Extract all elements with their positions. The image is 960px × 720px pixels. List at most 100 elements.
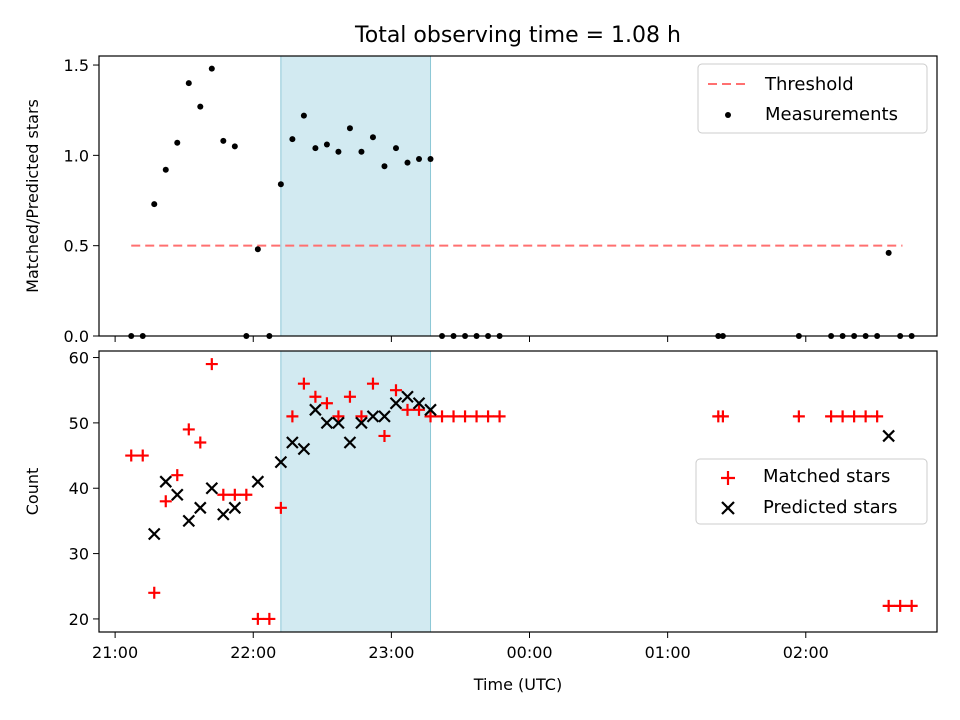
- measurement-point: [439, 333, 446, 339]
- matched-star-marker: [136, 449, 149, 462]
- predicted-star-marker: [366, 410, 380, 423]
- predicted-star-marker: [170, 488, 184, 502]
- predicted-star-marker: [217, 508, 230, 521]
- series-measurements: [128, 65, 915, 339]
- matched-star-marker: [716, 410, 729, 423]
- predicted-star-marker: [205, 481, 219, 495]
- y-tick-label: 30: [69, 545, 89, 564]
- panel-2: 20 30 40 50 60 21:00 22:00 23:00 00:00 01:00 02:00…: [23, 349, 938, 694]
- matched-star-marker: [274, 501, 287, 514]
- predicted-star-marker: [320, 416, 334, 430]
- matched-star-marker: [848, 410, 861, 423]
- matched-star-marker: [378, 429, 391, 442]
- measurement-point: [381, 163, 388, 170]
- x-tick-label: 00:00: [506, 643, 552, 662]
- matched-star-marker: [332, 410, 345, 423]
- measurement-point: [174, 139, 181, 146]
- x-tick-label: 23:00: [368, 643, 414, 662]
- predicted-star-marker: [343, 436, 357, 449]
- y-tick-label: 0.0: [64, 327, 89, 346]
- measurement-point: [874, 333, 881, 339]
- predicted-star-marker: [228, 501, 242, 515]
- legend-label: Matched stars: [763, 466, 890, 487]
- predicted-star-marker: [182, 514, 196, 528]
- measurement-point: [427, 155, 434, 162]
- matched-star-marker: [159, 495, 172, 508]
- measurement-point: [496, 333, 503, 339]
- predicted-star-marker: [378, 410, 391, 423]
- shaded-interval: [280, 55, 432, 337]
- measurement-point: [485, 333, 492, 339]
- y-tick-label: 50: [69, 414, 89, 433]
- measurement-point: [908, 333, 915, 339]
- measurement-point: [243, 333, 250, 339]
- measurement-point: [851, 333, 858, 339]
- matched-star-marker: [309, 390, 322, 403]
- predicted-star-marker: [274, 455, 288, 469]
- matched-star-marker: [240, 488, 253, 501]
- predicted-star-marker: [412, 397, 426, 410]
- measurement-point: [885, 249, 892, 256]
- predicted-star-marker: [882, 429, 895, 443]
- measurement-point: [346, 125, 353, 132]
- matched-star-marker: [389, 384, 402, 397]
- x-tick-label: 22:00: [230, 643, 276, 662]
- predicted-star-marker: [401, 390, 414, 404]
- predicted-star-marker: [159, 475, 173, 488]
- measurement-point: [392, 145, 399, 152]
- measurement-point: [208, 65, 215, 72]
- x-tick-label: 21:00: [92, 643, 138, 662]
- measurement-point: [128, 333, 135, 339]
- y-tick-label: 20: [69, 610, 89, 629]
- matched-star-marker: [792, 410, 805, 423]
- measurement-point: [473, 333, 480, 339]
- matched-star-marker: [482, 410, 495, 423]
- x-axis-label: Time (UTC): [473, 675, 562, 694]
- legend-matched-swatch: [721, 471, 735, 485]
- y-tick-label: 1.0: [64, 146, 89, 165]
- measurement-point: [358, 148, 365, 155]
- matched-star-marker: [859, 410, 872, 423]
- matched-star-marker: [413, 403, 426, 416]
- y-tick-label: 40: [69, 479, 89, 498]
- measurement-point: [416, 155, 423, 162]
- measurement-point: [323, 141, 330, 148]
- x-tick-label: 02:00: [783, 643, 829, 662]
- matched-star-marker: [320, 397, 333, 410]
- matched-star-marker: [459, 410, 472, 423]
- y-tick-label: 0.5: [64, 237, 89, 256]
- measurement-point: [231, 143, 238, 150]
- predicted-star-marker: [424, 403, 437, 417]
- matched-star-marker: [470, 410, 483, 423]
- series-predicted-stars: [147, 390, 895, 541]
- matched-star-marker: [205, 358, 218, 371]
- series-matched-stars: [125, 358, 918, 625]
- matched-star-marker: [343, 390, 356, 403]
- matched-star-marker: [286, 410, 299, 423]
- matched-star-marker: [217, 488, 230, 501]
- legend-label: Predicted stars: [763, 497, 897, 518]
- measurement-point: [462, 333, 469, 339]
- y-tick-label: 1.5: [64, 56, 89, 75]
- measurement-point: [289, 136, 296, 143]
- matched-star-marker: [182, 423, 195, 436]
- measurement-point: [185, 80, 192, 87]
- y-axis-label: Matched/Predicted stars: [23, 99, 42, 293]
- measurement-point: [300, 112, 307, 119]
- measurement-point: [795, 333, 802, 339]
- measurement-point: [220, 137, 227, 144]
- predicted-star-marker: [332, 416, 345, 430]
- matched-star-marker: [148, 586, 161, 599]
- matched-star-marker: [436, 410, 449, 423]
- matched-star-marker: [263, 612, 276, 625]
- matched-star-marker: [905, 599, 918, 612]
- predicted-star-marker: [389, 397, 403, 410]
- matched-star-marker: [355, 410, 368, 423]
- axes-frame: [98, 55, 938, 337]
- measurement-point: [839, 333, 846, 339]
- figure-title: Total observing time = 1.08 h: [354, 23, 681, 48]
- measurement-point: [197, 103, 204, 110]
- measurement-point: [369, 134, 376, 141]
- matched-star-marker: [194, 436, 207, 449]
- measurement-point: [335, 148, 342, 155]
